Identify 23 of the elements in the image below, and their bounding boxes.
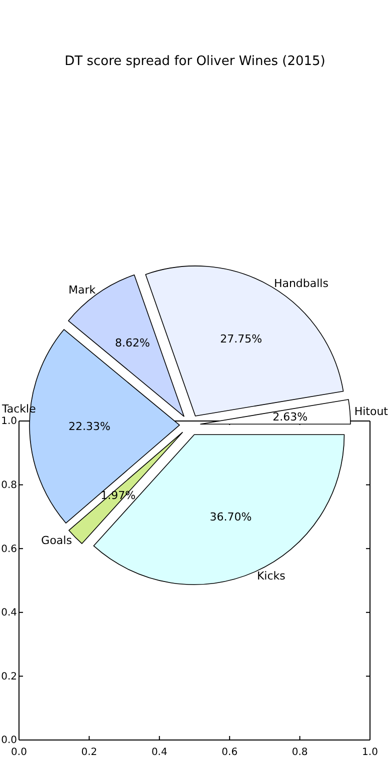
x-tick-label: 0.6 xyxy=(222,747,238,758)
x-tick-label: 0.8 xyxy=(292,747,308,758)
slice-label: Kicks xyxy=(256,570,286,583)
x-tick-label: 0.4 xyxy=(151,747,168,758)
y-tick-label: 0.6 xyxy=(1,544,17,555)
x-tick-label: 0.2 xyxy=(81,747,98,758)
data-label: 36.70% xyxy=(210,510,252,524)
chart-title: DT score spread for Oliver Wines (2015) xyxy=(64,54,326,69)
data-label: 27.75% xyxy=(220,332,262,346)
x-tick-label: 0.0 xyxy=(11,747,27,758)
slice-label: Hitout xyxy=(354,405,389,418)
slice-label: Handballs xyxy=(274,276,329,290)
y-tick-label: 0.4 xyxy=(1,608,17,619)
y-tick-label: 0.2 xyxy=(1,671,17,682)
data-label: 2.63% xyxy=(272,410,308,424)
y-tick-label: 1.0 xyxy=(1,416,17,428)
data-label: 22.33% xyxy=(68,420,110,433)
slice-label: Goals xyxy=(41,534,72,548)
x-tick-label: 1.0 xyxy=(362,747,378,758)
y-tick-label: 0.0 xyxy=(1,735,17,746)
y-tick-label: 0.8 xyxy=(1,480,17,491)
data-label: 8.62% xyxy=(115,336,150,350)
slice-label: Mark xyxy=(68,284,96,296)
